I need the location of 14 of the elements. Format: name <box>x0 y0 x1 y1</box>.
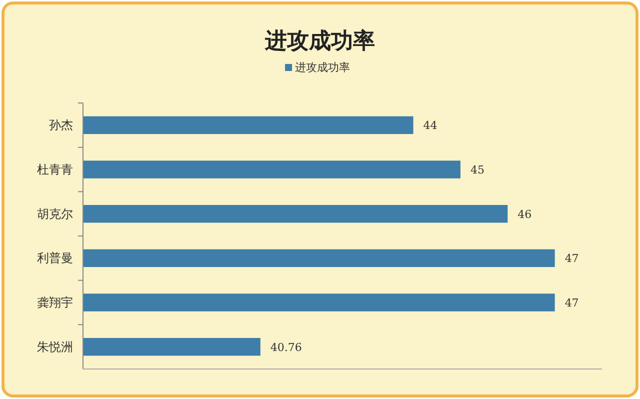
chart-title: 进攻成功率 <box>264 28 375 54</box>
y-tick-label: 利普曼 <box>37 251 73 266</box>
data-label: 44 <box>423 119 438 132</box>
data-label: 47 <box>564 252 579 266</box>
data-label: 47 <box>564 296 579 310</box>
y-tick-label: 龚翔宇 <box>37 296 73 310</box>
legend-label: 进攻成功率 <box>295 61 350 74</box>
y-tick-label: 杜青青 <box>37 162 73 176</box>
data-label: 45 <box>470 164 484 176</box>
data-label: 40.76 <box>270 340 302 354</box>
y-tick-label: 朱悦洲 <box>37 340 73 354</box>
y-tick-label: 胡克尔 <box>37 206 73 221</box>
data-label: 46 <box>518 208 532 221</box>
y-tick-label: 孙杰 <box>49 118 73 132</box>
